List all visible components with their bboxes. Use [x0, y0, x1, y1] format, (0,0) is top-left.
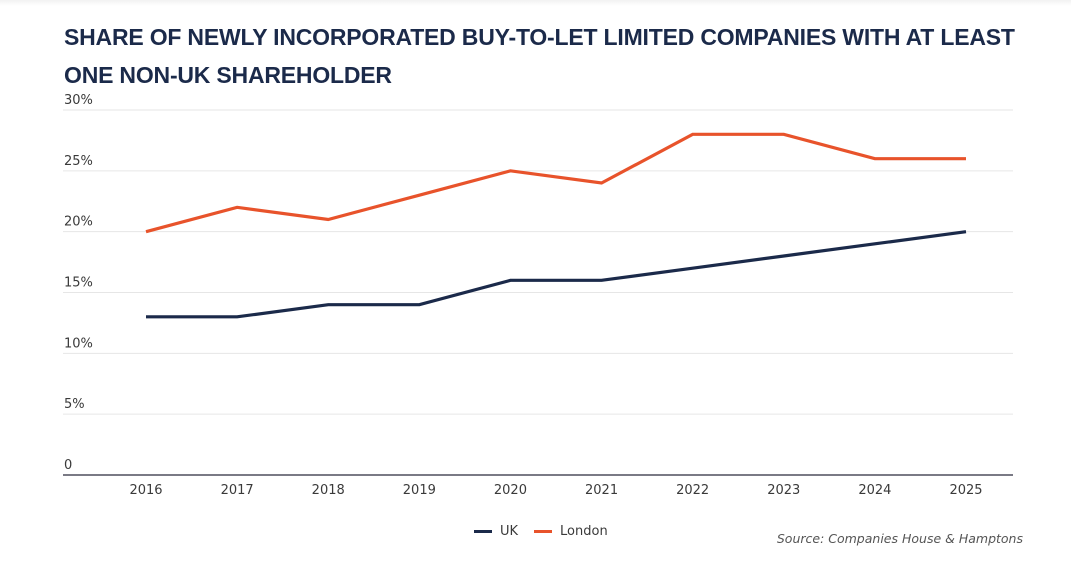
legend-item-uk: UK: [474, 524, 518, 539]
x-tick-label: 2024: [858, 483, 891, 498]
legend-label-uk: UK: [500, 524, 519, 539]
legend: UK London: [474, 524, 624, 539]
x-tick-label: 2025: [949, 483, 982, 498]
x-tick-label: 2017: [221, 483, 254, 498]
y-tick-label: 5%: [64, 397, 85, 412]
legend-label-london: London: [560, 524, 608, 539]
chart-title: SHARE OF NEWLY INCORPORATED BUY-TO-LET L…: [64, 24, 1015, 88]
x-tick-label: 2020: [494, 483, 527, 498]
legend-swatch-uk: [474, 530, 492, 533]
x-tick-label: 2016: [129, 483, 162, 498]
x-tick-label: 2018: [312, 483, 345, 498]
gridlines: [63, 109, 1013, 476]
y-tick-label: 15%: [64, 276, 93, 291]
x-axis-ticks: 2016 2017 2018 2019 2020 2021 2022 2023 2024 2025: [129, 483, 982, 498]
y-tick-label: 25%: [64, 154, 93, 169]
y-tick-label: 30%: [64, 93, 93, 108]
y-axis-ticks: 0 5% 10% 15% 20% 25% 30%: [64, 93, 93, 473]
top-band: [0, 0, 1071, 6]
y-tick-label: 0: [64, 458, 72, 473]
y-tick-label: 20%: [64, 215, 93, 230]
series-lines: [145, 132, 967, 319]
x-tick-label: 2023: [767, 483, 800, 498]
series-line-london: [145, 132, 966, 234]
x-tick-label: 2019: [403, 483, 436, 498]
y-tick-label: 10%: [64, 336, 93, 351]
source-note: Source: Companies House & Hamptons: [776, 531, 1023, 546]
series-line-uk: [146, 230, 967, 319]
legend-item-london: London: [534, 524, 608, 539]
x-tick-label: 2022: [676, 483, 709, 498]
x-tick-label: 2021: [585, 483, 618, 498]
legend-swatch-london: [534, 530, 553, 533]
